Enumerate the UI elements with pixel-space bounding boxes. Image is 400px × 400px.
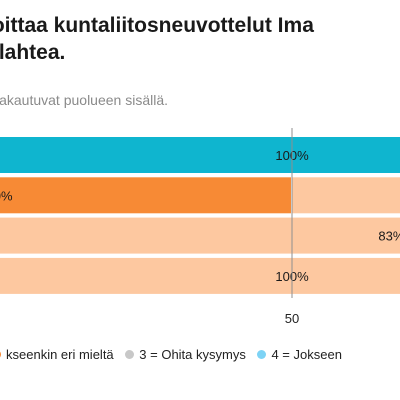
row-split-a-bar-2[interactable] (292, 177, 400, 214)
row-split-b-label-2: 83% (378, 229, 400, 244)
row-full-neutral-bar-1[interactable] (0, 257, 400, 294)
legend-dot-agree (257, 350, 267, 359)
chart-title: loittaa kuntaliitosneuvottelut Ima olaht… (0, 14, 314, 64)
legend-label-agree: 4 = Jokseen (271, 347, 342, 362)
row-split-a-label-1: 50% (0, 188, 13, 203)
row-split-b-bar-2[interactable] (0, 217, 400, 254)
legend-item-skip[interactable]: 3 = Ohita kysymys (125, 347, 246, 362)
row-full-agree-bar-1[interactable] (0, 137, 400, 173)
legend-item-disagree[interactable]: kseenkin eri mieltä (0, 347, 114, 362)
legend-item-agree[interactable]: 4 = Jokseen (257, 347, 342, 362)
chart-subtitle: jakautuvat puolueen sisällä. (0, 92, 169, 108)
legend-dot-disagree (0, 350, 1, 359)
legend-label-disagree: kseenkin eri mieltä (6, 347, 114, 362)
legend-label-skip: 3 = Ohita kysymys (139, 347, 246, 362)
chart-legend: kseenkin eri mieltä 3 = Ohita kysymys 4 … (0, 347, 350, 362)
row-split-a-bar-1[interactable] (0, 177, 291, 214)
legend-dot-skip (125, 350, 135, 359)
x-tick-label-50: 50 (285, 311, 299, 326)
